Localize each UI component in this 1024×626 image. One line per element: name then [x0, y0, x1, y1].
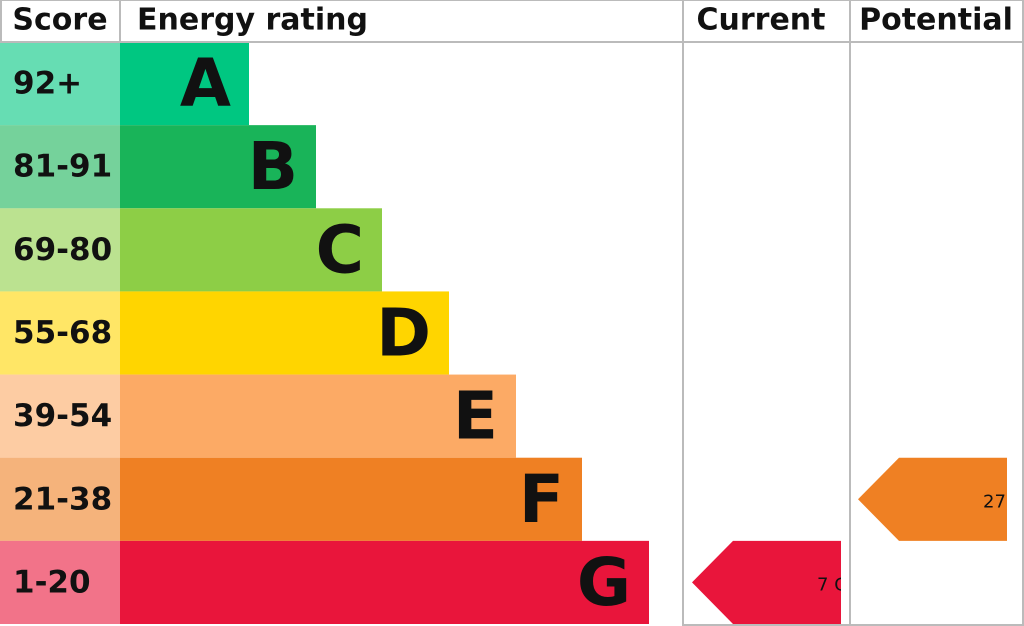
potential-score: 27: [983, 491, 1006, 512]
header-rating: Energy rating: [137, 3, 368, 38]
potential-arrow: [858, 457, 1007, 541]
band-letter: D: [376, 295, 431, 372]
score-cell: [0, 291, 120, 375]
score-range: 92+: [13, 66, 82, 102]
rating-bar: [120, 125, 316, 209]
score-cell: [0, 457, 120, 541]
score-range: 55-68: [13, 315, 112, 351]
potential-label: 27: [983, 491, 1006, 512]
score-cell: [0, 540, 120, 624]
rating-bar: [120, 540, 649, 624]
header-potential: Potential: [859, 3, 1013, 38]
score-range: 1-20: [13, 564, 91, 600]
band-letter: B: [248, 128, 298, 205]
band-letter: E: [453, 378, 498, 455]
header-score: Score: [12, 3, 107, 38]
score-cell: [0, 42, 120, 126]
score-range: 69-80: [13, 232, 112, 268]
score-cell: [0, 125, 120, 209]
score-range: 81-91: [13, 149, 112, 185]
header-current: Current: [696, 3, 825, 38]
current-score: 7: [817, 574, 828, 595]
rating-bar: [120, 457, 582, 541]
current-label: 7 G: [817, 574, 848, 595]
rating-bar: [120, 208, 382, 292]
band-letter: F: [519, 461, 564, 538]
band-letter: C: [316, 211, 364, 288]
band-letter: G: [577, 544, 631, 621]
score-range: 39-54: [13, 398, 112, 434]
score-cell: [0, 374, 120, 458]
current-arrow: [692, 540, 841, 624]
rating-bar: [120, 374, 516, 458]
rating-bar: [120, 42, 249, 126]
score-cell: [0, 208, 120, 292]
rating-bar: [120, 291, 449, 375]
score-range: 21-38: [13, 481, 112, 517]
current-band: G: [834, 574, 848, 595]
band-letter: A: [180, 45, 231, 122]
